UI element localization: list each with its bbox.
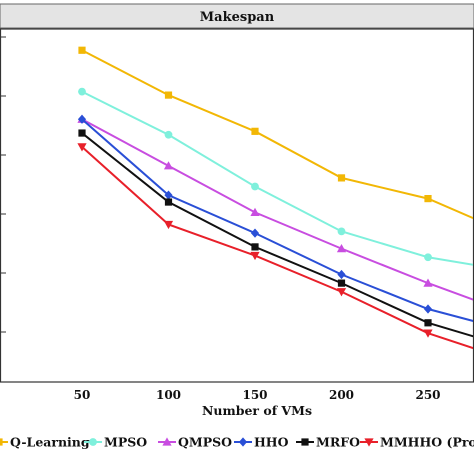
- data-point: [163, 220, 174, 230]
- x-axis-title: Number of VMs: [202, 403, 312, 418]
- data-point: [250, 251, 260, 261]
- legend-label: MRFO: [316, 435, 360, 450]
- series-layer: [77, 46, 473, 350]
- x-tick-label: 50: [74, 388, 91, 402]
- legend-item: MPSO: [84, 435, 147, 450]
- data-point: [164, 198, 173, 206]
- data-point: [164, 91, 173, 99]
- data-point: [78, 87, 86, 96]
- data-point: [77, 114, 87, 124]
- data-point: [337, 227, 346, 236]
- data-point: [424, 319, 432, 327]
- chart-title: Makespan: [200, 10, 275, 25]
- data-point: [251, 243, 259, 251]
- x-axis-tick-labels: 50 100 150 200 250: [74, 388, 441, 402]
- series-mpso: [78, 87, 473, 266]
- legend-swatch-marker: [89, 438, 97, 446]
- data-point: [336, 288, 347, 297]
- data-point: [424, 195, 432, 203]
- data-point: [78, 46, 86, 54]
- legend: Q-Learning MPSO QMPSO HHO MRFO MMHHO (Propose…: [0, 435, 474, 450]
- legend-item: HHO: [234, 435, 289, 450]
- legend-swatch-marker: [238, 437, 248, 447]
- plot-frame: [0, 28, 474, 383]
- data-point: [163, 161, 174, 170]
- data-point: [164, 190, 173, 200]
- data-point: [250, 207, 260, 216]
- data-point: [77, 143, 87, 152]
- series-line: [81, 118, 473, 323]
- legend-item: MMHHO (Proposed): [360, 435, 474, 450]
- series-line: [81, 90, 473, 266]
- series-line: [81, 49, 473, 220]
- data-point: [337, 279, 346, 287]
- legend-label: QMPSO: [178, 435, 232, 450]
- series-mmhho-proposed: [77, 143, 473, 350]
- title-bar: [0, 3, 474, 29]
- series-mrfo: [78, 129, 473, 338]
- x-tick-label: 150: [242, 388, 267, 402]
- legend-item: Q-Learning: [0, 435, 90, 450]
- legend-item: QMPSO: [158, 435, 232, 450]
- series-q-learning: [78, 46, 473, 220]
- data-point: [424, 253, 432, 262]
- series-line: [81, 118, 473, 301]
- legend-swatch-marker: [0, 438, 3, 446]
- data-point: [423, 304, 433, 314]
- legend-swatch-marker: [301, 438, 309, 446]
- series-line: [81, 146, 473, 350]
- data-point: [337, 174, 346, 182]
- x-tick-label: 100: [156, 388, 181, 402]
- x-tick-label: 200: [329, 388, 354, 402]
- y-axis-ticks: [1, 36, 6, 333]
- legend-swatch-marker: [162, 437, 172, 446]
- data-point: [336, 244, 347, 253]
- series-hho: [77, 114, 473, 323]
- legend-item: MRFO: [296, 435, 360, 450]
- legend-label: MMHHO (Proposed): [380, 435, 474, 450]
- x-tick-label: 250: [415, 388, 440, 402]
- data-point: [250, 228, 260, 238]
- data-point: [423, 329, 433, 338]
- data-point: [78, 129, 86, 137]
- data-point: [423, 278, 433, 287]
- data-point: [251, 127, 259, 135]
- legend-label: HHO: [254, 435, 289, 450]
- data-point: [337, 269, 346, 280]
- legend-label: Q-Learning: [10, 435, 90, 450]
- data-point: [251, 182, 259, 191]
- series-line: [81, 132, 473, 338]
- data-point: [164, 130, 173, 139]
- legend-swatch-marker: [364, 438, 374, 447]
- legend-label: MPSO: [104, 435, 147, 450]
